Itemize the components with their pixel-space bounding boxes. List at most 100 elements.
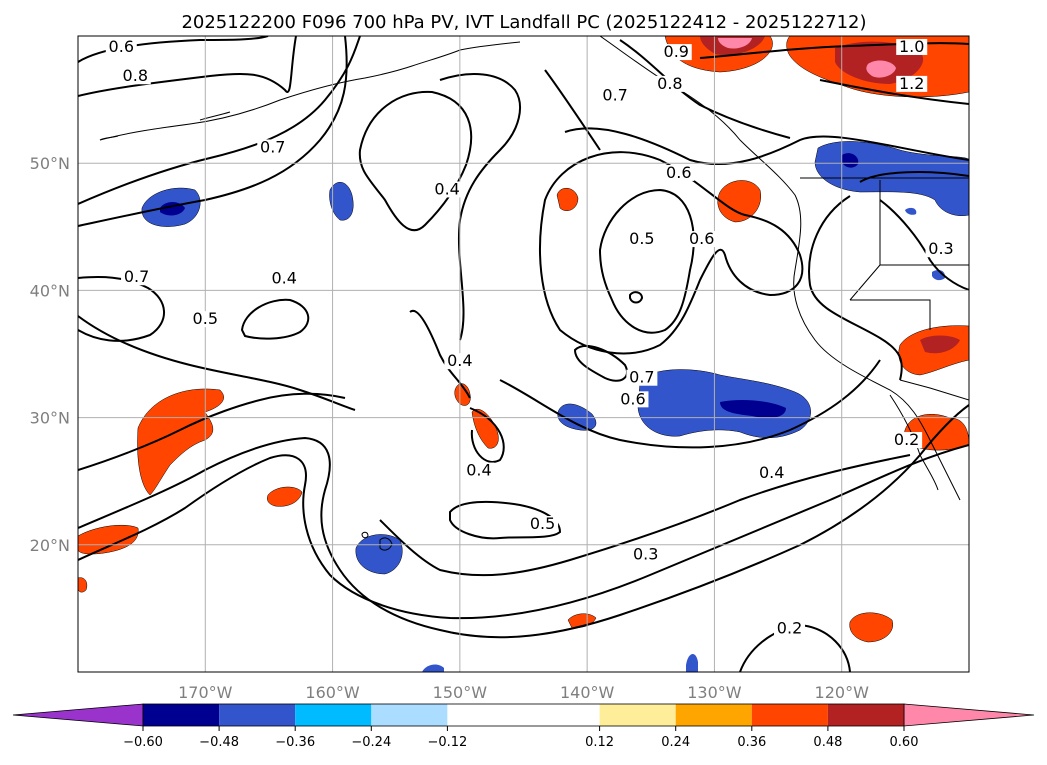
contour-label: 0.5 <box>629 229 654 248</box>
contour-line <box>859 171 969 183</box>
contour-label: 0.6 <box>620 389 645 408</box>
x-tick-label: 160°W <box>305 683 360 702</box>
contour-line <box>629 291 644 304</box>
colorbar-tick-label: −0.48 <box>199 735 239 750</box>
contour-line <box>439 73 521 341</box>
contour-line <box>544 69 601 151</box>
shaded-positive-region <box>454 383 471 406</box>
contour-label: 0.7 <box>124 267 149 286</box>
colorbar-tick-label: 0.24 <box>661 735 690 750</box>
shaded-negative-core <box>842 153 859 168</box>
contour-label-bg <box>105 38 137 55</box>
chart-title: 2025122200 F096 700 hPa PV, IVT Landfall… <box>181 12 866 33</box>
contour-line <box>78 36 348 227</box>
coastline-baja <box>889 394 939 491</box>
colorbar-tick-label: 0.36 <box>737 735 766 750</box>
colorbar-tick-label: −0.36 <box>275 735 315 750</box>
shaded-positive-region <box>717 180 762 223</box>
contour-line <box>619 39 791 139</box>
contour-line <box>573 345 628 382</box>
contour-label-bg <box>626 231 658 248</box>
y-tick-label: 20°N <box>30 536 70 555</box>
colorbar-extend-low <box>12 703 144 727</box>
contour-line <box>240 298 310 340</box>
contour-line <box>78 36 297 97</box>
colorbar-tick-label: 0.12 <box>585 735 614 750</box>
contour-line <box>879 199 969 291</box>
colorbar-segment <box>371 704 448 726</box>
contour-line <box>379 454 911 577</box>
contour-label: 0.2 <box>777 618 802 637</box>
shaded-positive-region <box>78 524 139 555</box>
contour-label: 0.4 <box>447 351 472 370</box>
contour-line <box>409 309 471 399</box>
coastline-hawaii <box>361 531 369 539</box>
x-axis-ticks: 170°W 160°W 150°W 140°W 130°W 120°W <box>178 683 869 702</box>
contour-label: 1.2 <box>899 74 924 93</box>
coastline-aleutians <box>99 111 231 141</box>
shaded-negative-region <box>422 664 444 672</box>
contour-label-bg <box>756 465 788 482</box>
map-background <box>78 36 969 672</box>
contour-label: 0.5 <box>530 514 555 533</box>
contour-line <box>78 444 969 620</box>
contour-label: 0.4 <box>271 268 296 287</box>
contour-line <box>598 188 695 334</box>
colorbar: −0.60 −0.48 −0.36 −0.24 −0.12 0.12 0.24 0.36 0.4… <box>12 703 1035 750</box>
contour-label: 0.8 <box>657 74 682 93</box>
x-tick-label: 140°W <box>560 683 615 702</box>
contour-label-bg <box>660 44 692 61</box>
colorbar-tick-label: 0.60 <box>890 735 919 750</box>
shaded-positive-peak <box>866 60 896 78</box>
x-tick-label: 120°W <box>815 683 870 702</box>
map-frame <box>77 35 970 673</box>
contour-label-bg <box>257 139 289 156</box>
contour-label-bg <box>896 75 928 92</box>
contour-lines <box>78 36 969 672</box>
contour-label: 0.6 <box>689 229 714 248</box>
contour-label-bg <box>925 241 957 258</box>
contour-line <box>808 195 903 381</box>
coastline-hawaii <box>379 537 393 551</box>
contour-label: 0.6 <box>666 163 691 182</box>
contour-label: 0.7 <box>629 368 654 387</box>
colorbar-segment <box>447 704 600 726</box>
contour-label-bg <box>444 353 476 370</box>
contour-label-bg <box>189 311 221 328</box>
contour-line <box>469 407 505 463</box>
contour-label: 0.3 <box>633 545 658 564</box>
contour-label-bg <box>527 515 559 532</box>
contour-label-bg <box>599 87 631 104</box>
border-us-mexico <box>899 379 969 401</box>
shaded-positive-core <box>920 335 960 354</box>
contour-line <box>78 276 165 342</box>
shaded-positive-peak <box>718 38 752 49</box>
contour-label-bg <box>626 369 658 386</box>
contour-label-bg <box>663 164 695 181</box>
colorbar-segment <box>599 704 676 726</box>
colorbar-tick-label: −0.60 <box>123 735 163 750</box>
contour-label-bg <box>431 181 463 198</box>
x-tick-label: 170°W <box>178 683 233 702</box>
contour-label: 0.8 <box>123 66 148 85</box>
contour-label: 0.2 <box>894 430 919 449</box>
coastline-north-america-west <box>599 36 961 501</box>
contour-label-bg <box>617 391 649 408</box>
colorbar-segment <box>143 704 220 726</box>
contour-line <box>699 42 969 59</box>
shaded-positive-region <box>267 486 303 507</box>
contour-line <box>78 404 969 639</box>
contour-label: 0.9 <box>664 42 689 61</box>
contour-label-bg <box>119 68 151 85</box>
x-tick-label: 150°W <box>433 683 488 702</box>
colorbar-segment <box>295 704 372 726</box>
contour-label-bg <box>121 269 153 286</box>
y-tick-label: 30°N <box>30 409 70 428</box>
shaded-positive-region <box>849 612 894 643</box>
colorbar-segment <box>675 704 752 726</box>
contour-label-bg <box>630 546 662 563</box>
contour-label-bg <box>463 462 495 479</box>
contour-line <box>78 392 346 471</box>
shaded-regions <box>78 36 969 672</box>
